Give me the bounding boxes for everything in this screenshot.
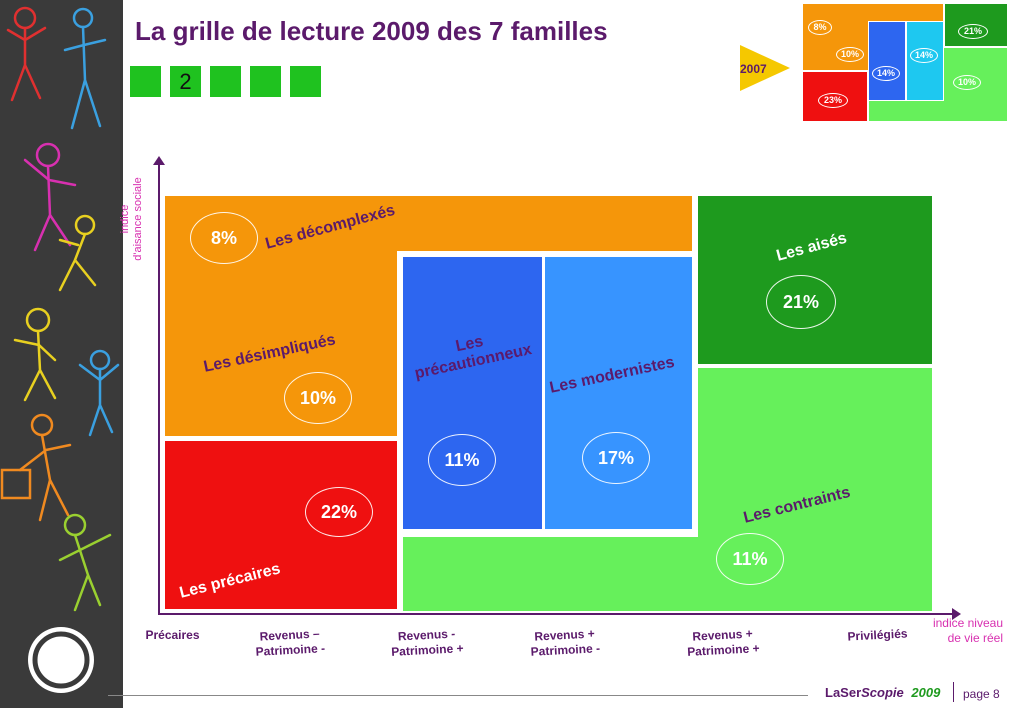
footer-brand-a: LaSer — [825, 685, 862, 700]
mini-pct-1: 8% — [808, 20, 832, 35]
x-axis-label-line2: de vie réel — [947, 631, 1003, 645]
x-axis-line — [158, 613, 953, 615]
y-axis-label: indice d'aisance sociale — [119, 159, 145, 279]
page-title: La grille de lecture 2009 des 7 familles — [135, 16, 608, 46]
sequence-square-1 — [129, 65, 162, 98]
footer-brand-b: Scopie — [861, 685, 904, 700]
pct-precaires: 22% — [305, 487, 373, 537]
sequence-square-3 — [209, 65, 242, 98]
footer-year: 2009 — [911, 685, 941, 700]
x-category-revenus-moins-patrimoine-moins: Revenus – Patrimoine - — [234, 625, 345, 661]
mini-pct-3: 10% — [836, 47, 864, 62]
y-axis-arrow-icon — [153, 156, 165, 165]
mini-pct-5: 14% — [872, 66, 900, 81]
page-number: page 8 — [963, 687, 1000, 701]
y-axis-line — [158, 163, 160, 615]
x-axis-arrow-icon — [952, 608, 961, 620]
sequence-square-4 — [249, 65, 282, 98]
pct-decomplexes: 8% — [190, 212, 258, 264]
region-desimpliques — [165, 251, 397, 436]
stick-figures-illustration — [0, 6, 120, 693]
x-category-revenus-plus-patrimoine-plus: Revenus + Patrimoine + — [667, 625, 778, 661]
pct-aises: 21% — [766, 275, 836, 329]
mini-pct-4: 14% — [910, 48, 938, 63]
mini-pct-6: 10% — [953, 75, 981, 90]
pct-contraints: 11% — [716, 533, 784, 585]
mini-pct-7: 23% — [818, 93, 848, 108]
footer-brand: LaSerScopie 2009 — [825, 685, 940, 700]
sequence-square-5 — [289, 65, 322, 98]
footer-divider — [108, 695, 808, 696]
year-2007-label: 2007 — [740, 62, 767, 76]
region-contraints-bottom — [403, 537, 698, 611]
x-category-revenus-plus-patrimoine-moins: Revenus + Patrimoine - — [509, 625, 620, 661]
pct-modernistes: 17% — [582, 432, 650, 484]
x-category-revenus-moins-patrimoine-plus: Revenus - Patrimoine + — [371, 625, 482, 661]
logo-outer — [28, 627, 94, 693]
x-category-line1: Précaires — [145, 628, 200, 642]
sequence-square-current: 2 — [169, 65, 202, 98]
sidebar — [0, 0, 123, 708]
x-axis-label-line1: indice niveau — [932, 616, 1003, 630]
x-category-precaires: Précaires — [130, 628, 215, 643]
y-axis-label-line1: indice — [119, 204, 131, 234]
mini-pct-2: 21% — [958, 24, 988, 39]
region-precautionneux — [403, 257, 542, 529]
y-axis-label-line2: d'aisance sociale — [132, 177, 144, 261]
pct-precautionneux: 11% — [428, 434, 496, 486]
pct-desimpliques: 10% — [284, 372, 352, 424]
arrow-2007-icon — [740, 45, 790, 91]
x-axis-label: indice niveau de vie réel — [908, 616, 1003, 646]
footer-separator — [953, 682, 954, 702]
